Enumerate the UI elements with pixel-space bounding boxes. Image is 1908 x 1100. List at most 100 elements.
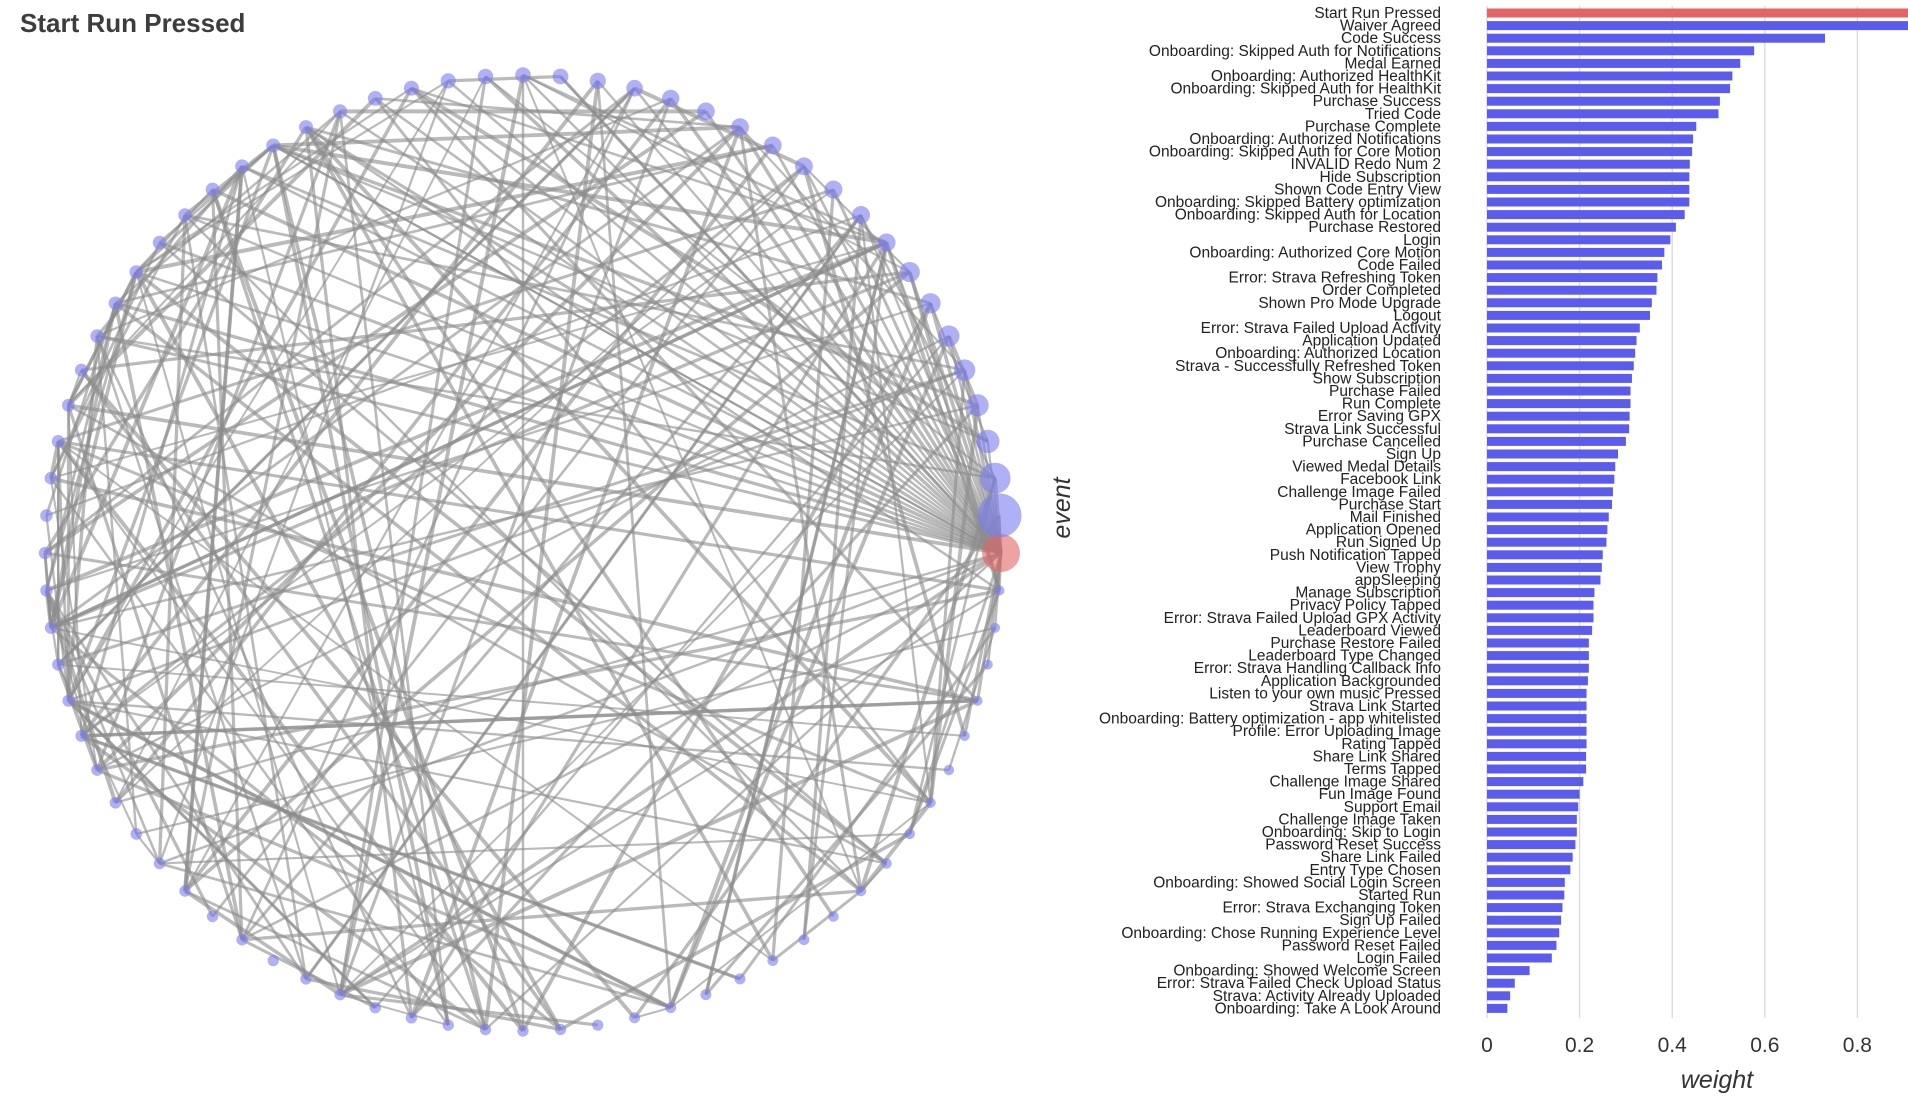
- network-node[interactable]: [899, 261, 920, 283]
- bar[interactable]: [1487, 449, 1619, 459]
- network-node[interactable]: [479, 1023, 492, 1036]
- network-node[interactable]: [75, 729, 88, 742]
- bar[interactable]: [1487, 789, 1580, 799]
- network-node[interactable]: [731, 118, 749, 136]
- bar[interactable]: [1487, 184, 1690, 194]
- network-node[interactable]: [152, 235, 167, 250]
- bar[interactable]: [1487, 260, 1663, 270]
- bar[interactable]: [1487, 159, 1690, 169]
- bar[interactable]: [1487, 21, 1908, 31]
- network-node[interactable]: [40, 509, 53, 522]
- bar[interactable]: [1487, 739, 1587, 749]
- network-node[interactable]: [179, 885, 191, 897]
- bar[interactable]: [1487, 663, 1589, 673]
- network-node[interactable]: [51, 435, 65, 448]
- bar[interactable]: [1487, 575, 1601, 585]
- network-node[interactable]: [442, 1019, 454, 1031]
- bar[interactable]: [1487, 499, 1613, 509]
- bar[interactable]: [1487, 751, 1587, 761]
- bar[interactable]: [1487, 600, 1594, 610]
- network-node[interactable]: [982, 659, 993, 670]
- network-node[interactable]: [925, 797, 936, 808]
- network-node[interactable]: [976, 429, 1000, 454]
- network-node[interactable]: [178, 208, 192, 222]
- bar[interactable]: [1487, 147, 1693, 157]
- network-node[interactable]: [61, 398, 75, 412]
- network-node[interactable]: [697, 102, 715, 121]
- bar[interactable]: [1487, 651, 1589, 661]
- network-node[interactable]: [990, 622, 1001, 633]
- network-node[interactable]: [515, 67, 531, 83]
- bar[interactable]: [1487, 852, 1573, 862]
- bar[interactable]: [1487, 235, 1671, 245]
- network-node[interactable]: [904, 828, 915, 840]
- network-node[interactable]: [52, 658, 65, 671]
- bar[interactable]: [1487, 512, 1609, 522]
- network-node[interactable]: [266, 138, 281, 153]
- network-node[interactable]: [267, 954, 279, 967]
- bar[interactable]: [1487, 109, 1719, 119]
- network-node[interactable]: [44, 471, 58, 485]
- bar[interactable]: [1487, 865, 1571, 875]
- network-node[interactable]: [629, 1012, 641, 1024]
- bar[interactable]: [1487, 285, 1657, 295]
- bar[interactable]: [1487, 1003, 1508, 1013]
- network-node[interactable]: [205, 182, 220, 197]
- network-node[interactable]: [74, 363, 88, 377]
- network-node[interactable]: [554, 1023, 567, 1036]
- network-node[interactable]: [881, 858, 892, 869]
- network-node[interactable]: [798, 934, 810, 946]
- bar[interactable]: [1487, 96, 1720, 106]
- bar[interactable]: [1487, 58, 1741, 68]
- network-node[interactable]: [62, 694, 75, 707]
- network-node[interactable]: [592, 1019, 604, 1031]
- network-node[interactable]: [877, 233, 896, 252]
- bar[interactable]: [1487, 991, 1511, 1001]
- network-node[interactable]: [972, 695, 983, 706]
- bar[interactable]: [1487, 940, 1557, 950]
- network-node[interactable]: [300, 973, 312, 985]
- bar[interactable]: [1487, 814, 1577, 824]
- bar[interactable]: [1487, 424, 1630, 434]
- bar[interactable]: [1487, 84, 1731, 94]
- bar[interactable]: [1487, 298, 1652, 308]
- network-node[interactable]: [369, 1001, 381, 1014]
- bar[interactable]: [1487, 588, 1595, 598]
- network-node[interactable]: [206, 910, 219, 923]
- bar[interactable]: [1487, 348, 1636, 358]
- bar[interactable]: [1487, 903, 1563, 913]
- bar[interactable]: [1487, 487, 1613, 497]
- network-node[interactable]: [953, 359, 976, 381]
- network-node[interactable]: [236, 934, 248, 946]
- network-node[interactable]: [298, 120, 313, 135]
- bar[interactable]: [1487, 625, 1593, 635]
- bar[interactable]: [1487, 399, 1631, 409]
- bar[interactable]: [1487, 134, 1694, 144]
- network-node[interactable]: [477, 68, 494, 85]
- bar[interactable]: [1487, 915, 1562, 925]
- bar[interactable]: [1487, 71, 1733, 81]
- network-node[interactable]: [517, 1025, 529, 1037]
- bar[interactable]: [1487, 840, 1576, 850]
- network-node[interactable]: [824, 180, 843, 199]
- network-node[interactable]: [589, 72, 606, 89]
- bar[interactable]: [1487, 373, 1632, 383]
- network-node[interactable]: [108, 296, 123, 311]
- bar[interactable]: [1487, 323, 1640, 333]
- network-node[interactable]: [403, 80, 419, 96]
- bar[interactable]: [1487, 436, 1626, 446]
- network-node[interactable]: [994, 585, 1005, 596]
- network-node[interactable]: [440, 73, 456, 89]
- bar[interactable]: [1487, 688, 1587, 698]
- network-node[interactable]: [665, 1002, 677, 1014]
- network-node[interactable]: [828, 911, 839, 922]
- network-node[interactable]: [153, 857, 166, 870]
- network-node[interactable]: [855, 885, 867, 897]
- bar[interactable]: [1487, 361, 1634, 371]
- network-node[interactable]: [763, 136, 782, 155]
- bar[interactable]: [1487, 638, 1589, 648]
- bar[interactable]: [1487, 562, 1602, 572]
- network-node[interactable]: [662, 89, 680, 108]
- network-node[interactable]: [130, 828, 143, 840]
- bar[interactable]: [1487, 613, 1594, 623]
